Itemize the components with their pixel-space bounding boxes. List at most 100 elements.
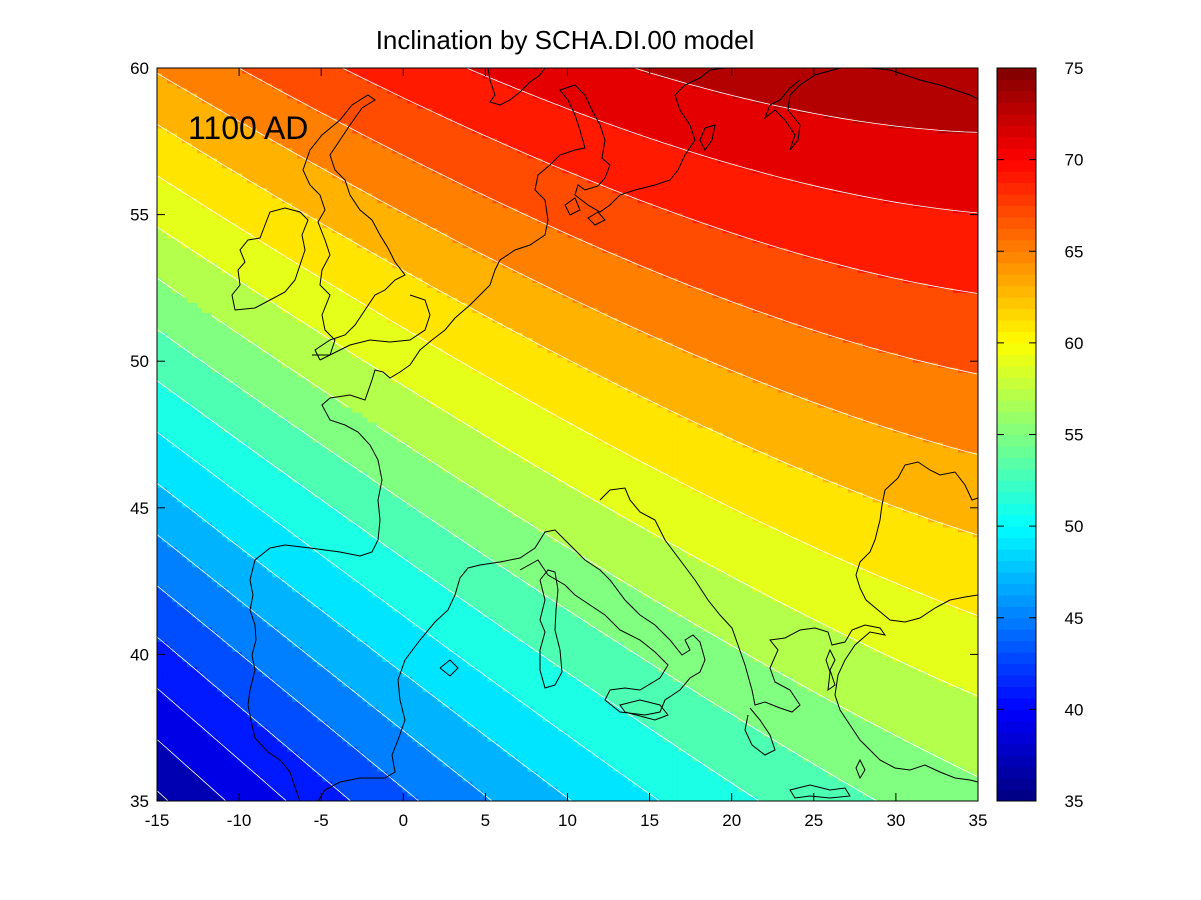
contour-cell (472, 761, 478, 767)
contour-cell (877, 711, 884, 717)
contour-cell (567, 776, 574, 782)
contour-cell (262, 721, 268, 727)
contour-cell (262, 771, 268, 777)
contour-cell (927, 711, 934, 717)
contour-cell (612, 756, 619, 762)
contour-cell (667, 711, 674, 717)
contour-cell (462, 791, 468, 797)
contour-cell (787, 661, 794, 667)
contour-cell (217, 796, 223, 801)
contour-cell (777, 761, 784, 767)
contour-cell (497, 796, 504, 801)
contour-cell (247, 666, 253, 672)
contour-cell (497, 666, 504, 672)
contour-cell (667, 701, 674, 707)
contour-cell (717, 766, 724, 772)
contour-cell (267, 666, 273, 672)
contour-cell (427, 676, 433, 682)
contour-cell (702, 706, 709, 712)
contour-cell (637, 671, 644, 677)
contour-cell (337, 701, 343, 707)
contour-cell (492, 726, 499, 732)
contour-cell (372, 731, 378, 737)
contour-cell (282, 666, 288, 672)
contour-cell (592, 761, 599, 767)
contour-cell (302, 751, 308, 757)
contour-cell (192, 676, 198, 682)
contour-cell (337, 716, 343, 722)
contour-cell (777, 766, 784, 772)
contour-cell (517, 666, 524, 672)
contour-cell (947, 791, 954, 797)
contour-cell (732, 711, 739, 717)
contour-cell (227, 751, 233, 757)
contour-cell (507, 781, 514, 787)
contour-cell (372, 741, 378, 747)
contour-cell (967, 691, 974, 697)
contour-cell (327, 751, 333, 757)
contour-cell (482, 766, 489, 772)
contour-cell (692, 656, 699, 662)
contour-cell (502, 766, 509, 772)
contour-cell (402, 751, 408, 757)
contour-cell (852, 696, 859, 702)
contour-cell (382, 721, 388, 727)
contour-cell (917, 706, 924, 712)
contour-cell (217, 706, 223, 712)
contour-cell (877, 676, 884, 682)
contour-cell (182, 716, 188, 722)
contour-cell (907, 726, 914, 732)
contour-cell (282, 786, 288, 792)
contour-cell (527, 756, 534, 762)
contour-cell (902, 776, 909, 782)
contour-cell (337, 706, 343, 712)
contour-cell (317, 756, 323, 762)
contour-cell (887, 726, 894, 732)
contour-cell (687, 731, 694, 737)
contour-cell (802, 776, 809, 782)
contour-cell (842, 696, 849, 702)
contour-cell (332, 776, 338, 782)
contour-cell (782, 696, 789, 702)
contour-cell (722, 671, 729, 677)
contour-cell (372, 651, 378, 657)
contour-cell (362, 656, 368, 662)
contour-cell (922, 756, 929, 762)
contour-cell (247, 646, 253, 653)
contour-cell (772, 666, 779, 672)
contour-cell (382, 731, 388, 737)
contour-cell (917, 696, 924, 702)
contour-cell (297, 776, 303, 782)
contour-cell (607, 676, 614, 682)
contour-cell (877, 796, 884, 801)
contour-cell (582, 656, 589, 662)
contour-cell (402, 736, 408, 742)
contour-cell (302, 786, 308, 792)
contour-cell (647, 741, 654, 747)
contour-cell (257, 751, 263, 757)
contour-cell (842, 661, 849, 667)
contour-cell (297, 666, 303, 672)
contour-cell (942, 721, 949, 727)
contour-cell (842, 791, 849, 797)
contour-cell (387, 736, 393, 742)
contour-cell (907, 711, 914, 717)
contour-cell (927, 766, 934, 772)
contour-cell (282, 681, 288, 687)
contour-cell (857, 706, 864, 712)
contour-cell (827, 651, 834, 657)
contour-cell (252, 751, 258, 757)
contour-cell (677, 776, 684, 782)
contour-cell (482, 756, 489, 762)
contour-cell (357, 741, 363, 747)
contour-cell (822, 761, 829, 767)
contour-cell (737, 711, 744, 717)
contour-cell (952, 701, 959, 707)
contour-cell (467, 776, 473, 782)
contour-cell (477, 796, 483, 801)
contour-cell (622, 686, 629, 692)
contour-cell (462, 726, 468, 732)
contour-cell (887, 761, 894, 767)
contour-cell (792, 691, 799, 697)
